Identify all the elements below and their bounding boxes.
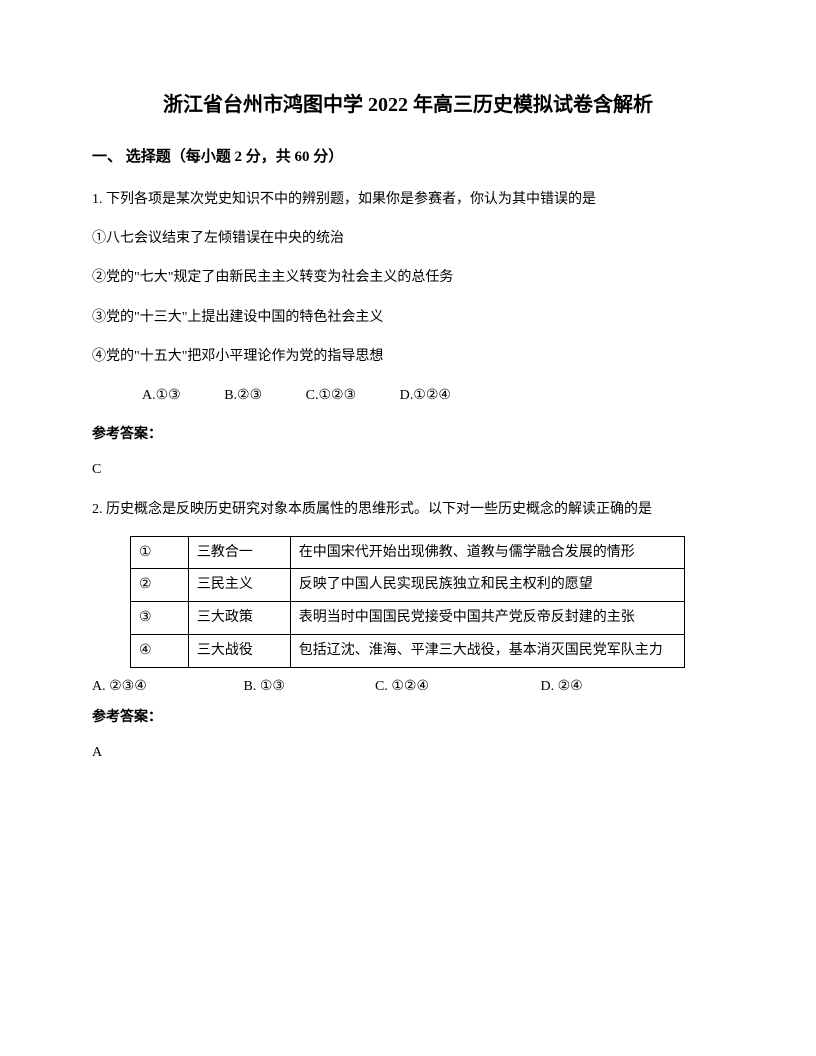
- table-row: ③ 三大政策 表明当时中国国民党接受中国共产党反帝反封建的主张: [131, 602, 685, 635]
- table-cell-term: 三民主义: [188, 569, 290, 602]
- q2-option-a: A. ②③④: [92, 674, 240, 699]
- table-cell-term: 三大战役: [188, 635, 290, 668]
- q1-item2: ②党的"七大"规定了由新民主主义转变为社会主义的总任务: [92, 265, 724, 290]
- q2-answer-label: 参考答案：: [92, 705, 724, 730]
- table-cell-desc: 包括辽沈、淮海、平津三大战役，基本消灭国民党军队主力: [290, 635, 684, 668]
- q1-option-c: C.①②③: [306, 388, 357, 403]
- q2-option-d: D. ②④: [541, 674, 583, 699]
- section-header: 一、 选择题（每小题 2 分，共 60 分）: [92, 144, 724, 171]
- q1-item4: ④党的"十五大"把邓小平理论作为党的指导思想: [92, 344, 724, 369]
- q2-options: A. ②③④ B. ①③ C. ①②④ D. ②④: [92, 674, 724, 699]
- q2-answer: A: [92, 740, 724, 765]
- table-cell-number: ②: [131, 569, 189, 602]
- q1-option-a: A.①③: [142, 388, 181, 403]
- table-cell-desc: 反映了中国人民实现民族独立和民主权利的愿望: [290, 569, 684, 602]
- table-cell-number: ③: [131, 602, 189, 635]
- table-row: ① 三教合一 在中国宋代开始出现佛教、道教与儒学融合发展的情形: [131, 536, 685, 569]
- table-cell-number: ④: [131, 635, 189, 668]
- q1-item1: ①八七会议结束了左倾错误在中央的统治: [92, 226, 724, 251]
- q1-answer-label: 参考答案：: [92, 422, 724, 447]
- table-row: ② 三民主义 反映了中国人民实现民族独立和民主权利的愿望: [131, 569, 685, 602]
- table-cell-desc: 表明当时中国国民党接受中国共产党反帝反封建的主张: [290, 602, 684, 635]
- q1-stem: 1. 下列各项是某次党史知识不中的辨别题，如果你是参赛者，你认为其中错误的是: [92, 187, 724, 212]
- document-title: 浙江省台州市鸿图中学 2022 年高三历史模拟试卷含解析: [92, 90, 724, 120]
- question-1: 1. 下列各项是某次党史知识不中的辨别题，如果你是参赛者，你认为其中错误的是 ①…: [92, 187, 724, 483]
- question-2: 2. 历史概念是反映历史研究对象本质属性的思维形式。以下对一些历史概念的解读正确…: [92, 497, 724, 766]
- table-cell-number: ①: [131, 536, 189, 569]
- table-cell-desc: 在中国宋代开始出现佛教、道教与儒学融合发展的情形: [290, 536, 684, 569]
- q1-option-d: D.①②④: [400, 388, 451, 403]
- table-cell-term: 三教合一: [188, 536, 290, 569]
- q2-stem: 2. 历史概念是反映历史研究对象本质属性的思维形式。以下对一些历史概念的解读正确…: [92, 497, 724, 522]
- table-row: ④ 三大战役 包括辽沈、淮海、平津三大战役，基本消灭国民党军队主力: [131, 635, 685, 668]
- table-cell-term: 三大政策: [188, 602, 290, 635]
- q1-option-b: B.②③: [224, 388, 262, 403]
- q2-option-b: B. ①③: [244, 674, 372, 699]
- q1-item3: ③党的"十三大"上提出建设中国的特色社会主义: [92, 305, 724, 330]
- q1-answer: C: [92, 457, 724, 482]
- q2-option-c: C. ①②④: [375, 674, 537, 699]
- q1-options: A.①③ B.②③ C.①②③ D.①②④: [92, 383, 724, 408]
- q2-table: ① 三教合一 在中国宋代开始出现佛教、道教与儒学融合发展的情形 ② 三民主义 反…: [130, 536, 685, 668]
